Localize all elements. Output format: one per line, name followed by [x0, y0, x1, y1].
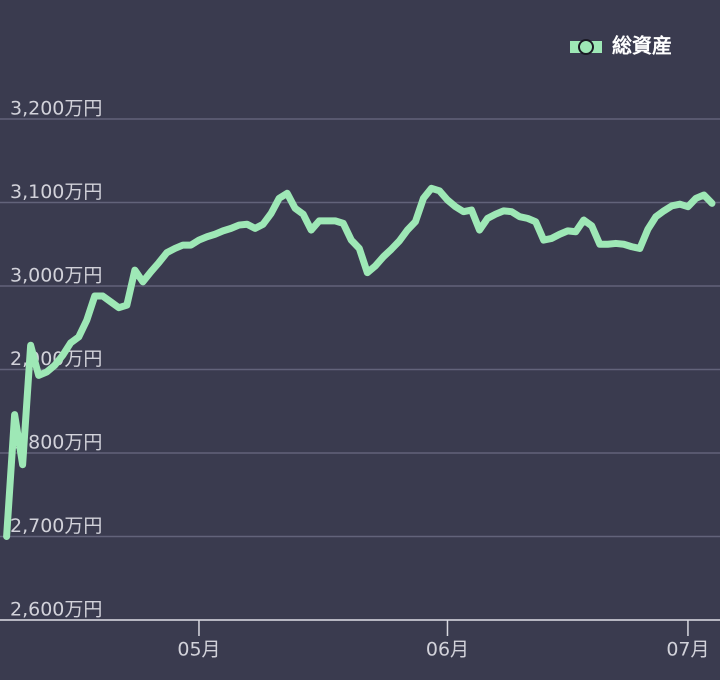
x-axis: 05月 06月 07月 [0, 619, 720, 661]
y-tick-label: 3,200万円 [10, 98, 102, 120]
legend: 総資産 [570, 34, 672, 58]
y-tick-label: 2,800万円 [10, 432, 102, 454]
legend-marker [578, 39, 594, 55]
y-tick-label: 2,700万円 [10, 515, 102, 537]
line-series [3, 184, 716, 540]
y-tick-label: 2,600万円 [10, 599, 102, 621]
y-tick-label: 3,000万円 [10, 265, 102, 287]
x-tick-label: 05月 [177, 639, 220, 661]
legend-label: 総資産 [612, 34, 672, 58]
y-tick-label: 3,100万円 [10, 181, 102, 203]
x-tick-label: 07月 [666, 639, 709, 661]
x-tick-label: 06月 [426, 639, 469, 661]
plot-area [3, 184, 716, 540]
